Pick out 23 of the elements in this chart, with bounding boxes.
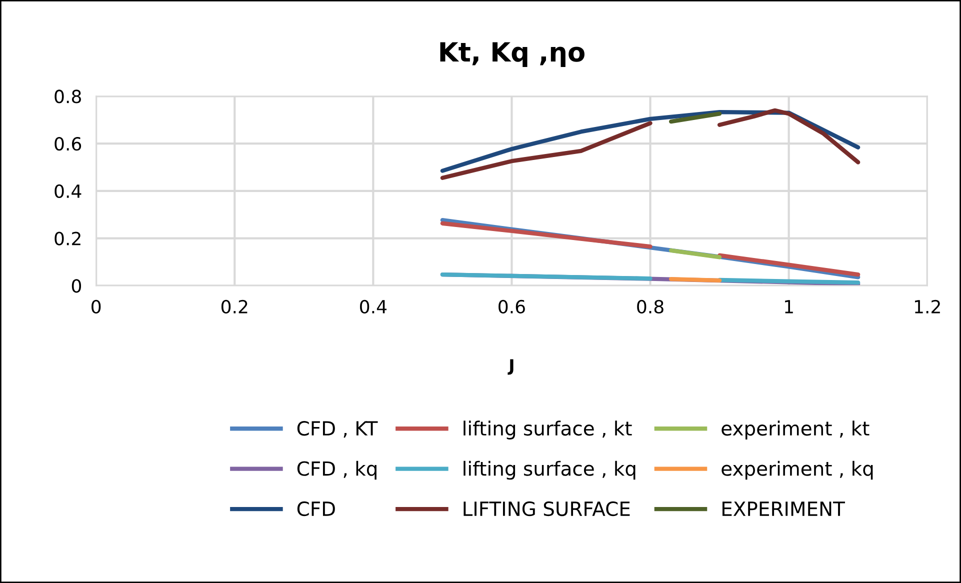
x-tick-label: 0 xyxy=(92,300,101,314)
x-tick-label: 0.8 xyxy=(637,300,664,314)
y-tick-label: 0 xyxy=(72,279,82,293)
y-tick-label: 0.6 xyxy=(54,137,82,151)
legend-label: experiment , kt xyxy=(722,420,870,440)
x-axis-title: J xyxy=(508,359,514,375)
legend-label: experiment , kq xyxy=(722,460,873,480)
y-tick-label: 0.8 xyxy=(54,90,81,104)
legend-label: lifting surface , kt xyxy=(464,420,632,440)
x-tick-label: 0.2 xyxy=(221,300,248,314)
y-tick-label: 0.2 xyxy=(54,232,80,246)
legend-label: EXPERIMENT xyxy=(722,502,846,516)
x-tick-label: 1.2 xyxy=(914,300,940,314)
legend-label: CFD , KT xyxy=(297,420,378,438)
legend-label: CFD xyxy=(297,501,335,516)
legend-label: CFD , kq xyxy=(297,460,376,480)
x-tick-label: 0.6 xyxy=(498,300,525,314)
x-tick-label: 1 xyxy=(785,300,793,314)
legend-label: LIFTING SURFACE xyxy=(464,501,630,516)
y-tick-label: 0.4 xyxy=(54,184,82,198)
chart-title: Kt, Kq ,ηo xyxy=(440,42,584,67)
x-tick-label: 0.4 xyxy=(360,300,387,314)
legend-label: lifting surface , kq xyxy=(464,460,636,480)
